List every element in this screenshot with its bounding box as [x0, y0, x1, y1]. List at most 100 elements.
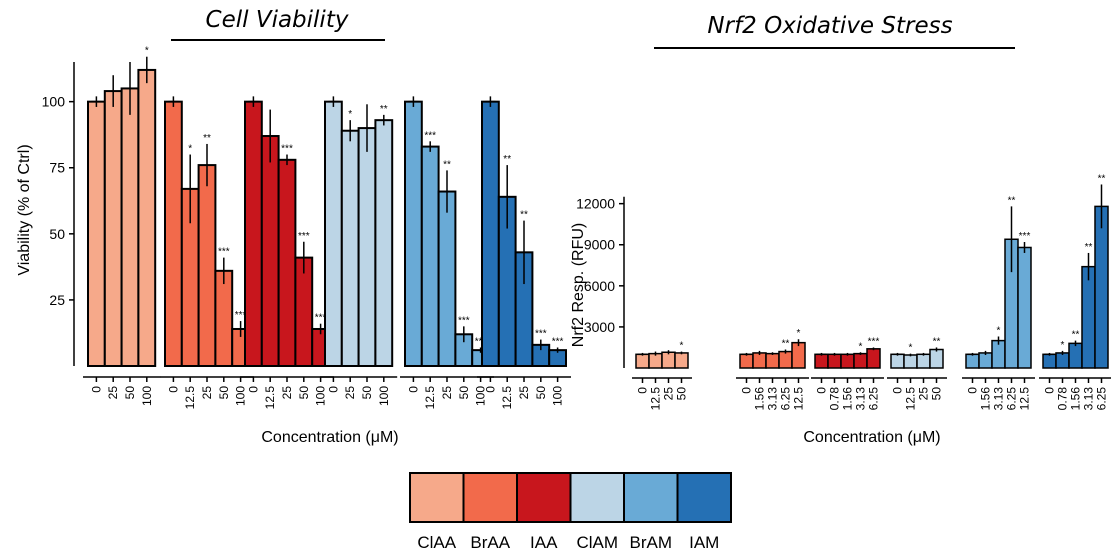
nrf2-braa-bar — [778, 350, 793, 369]
viability-braa-x-tick-label: 0 — [166, 386, 180, 393]
nrf2-iam-bar — [1055, 352, 1070, 369]
nrf2-clam-bar — [916, 353, 931, 369]
nrf2-bram-x-tick-label: 1.56 — [979, 387, 993, 411]
nrf2-bram-bar — [965, 353, 980, 369]
nrf2-iam-x-tick-label: 1.56 — [1069, 387, 1083, 411]
nrf2-clam-bar — [903, 354, 918, 369]
legend: ClAA BrAA IAA ClAM BrAM IAM — [409, 472, 732, 549]
viability-braa-bar — [197, 164, 217, 367]
viability-claa-bar — [137, 68, 157, 368]
viability-y-tick-label: 100 — [42, 94, 66, 110]
viability-iaa-significance-label: *** — [281, 144, 293, 155]
viability-braa-significance-label: *** — [235, 310, 247, 321]
viability-bram-significance-label: *** — [424, 130, 436, 141]
viability-y-tick-label: 50 — [49, 226, 65, 242]
viability-y-tick-label: 75 — [49, 160, 65, 176]
nrf2-claa-bar — [635, 353, 650, 369]
legend-label-claa: ClAA — [417, 533, 456, 549]
nrf2-iaa-x-tick-label: 3.13 — [854, 387, 868, 411]
nrf2-braa-bar — [765, 352, 780, 369]
nrf2-y-tick-label: 3000 — [584, 319, 615, 335]
viability-claa-x-tick-label: 50 — [123, 386, 137, 400]
nrf2-claa-bar — [661, 351, 676, 369]
nrf2-iam-significance-label: ** — [1085, 242, 1093, 253]
legend-label-bram: BrAM — [630, 533, 673, 549]
nrf2-braa-x-tick-label: 6.25 — [779, 387, 793, 411]
viability-clam-bar — [374, 119, 394, 367]
legend-label-braa: BrAA — [470, 533, 510, 549]
nrf2-braa-bar — [739, 353, 754, 369]
viability-braa-significance-label: * — [188, 144, 192, 155]
viability-claa-bar — [103, 90, 123, 368]
viability-iaa-x-tick-label: 100 — [314, 386, 328, 406]
legend-swatch-iam — [676, 472, 732, 523]
nrf2-clam-bar — [929, 348, 944, 369]
nrf2-braa-x-tick-label: 12.5 — [792, 387, 806, 411]
nrf2-chart-title: Nrf2 Oxidative Stress — [707, 13, 952, 39]
nrf2-braa-bar — [752, 352, 767, 369]
viability-bram-x-tick-label: 50 — [457, 386, 471, 400]
viability-bram-x-tick-label: 100 — [474, 386, 488, 406]
viability-claa-bar — [120, 87, 140, 367]
viability-bram-x-tick-label: 25 — [440, 386, 454, 400]
viability-iaa-significance-label: *** — [315, 313, 327, 324]
viability-iaa-x-tick-label: 50 — [297, 386, 311, 400]
nrf2-iaa-x-tick-label: 1.56 — [841, 387, 855, 411]
viability-iaa-bar — [277, 158, 297, 367]
nrf2-claa-x-tick-label: 25 — [662, 387, 676, 401]
nrf2-iaa-bar — [853, 352, 868, 369]
nrf2-iam-bar — [1042, 353, 1057, 369]
nrf2-iaa-bar — [814, 353, 829, 369]
nrf2-braa-bar — [791, 341, 806, 369]
viability-braa-significance-label: ** — [203, 133, 211, 144]
viability-claa-x-tick-label: 0 — [89, 386, 103, 393]
nrf2-iam-x-tick-label: 0.78 — [1056, 387, 1070, 411]
nrf2-iam-bar — [1094, 205, 1109, 369]
nrf2-bram-bar — [1017, 246, 1032, 369]
nrf2-braa-significance-label: ** — [782, 339, 790, 350]
nrf2-bram-significance-label: * — [997, 326, 1001, 337]
viability-iaa-x-tick-label: 0 — [246, 386, 260, 393]
nrf2-iam-significance-label: ** — [1072, 330, 1080, 341]
nrf2-clam-x-tick-label: 0 — [891, 387, 905, 394]
nrf2-iaa-bar — [840, 353, 855, 369]
nrf2-x-axis-title: Concentration (μM) — [803, 429, 940, 446]
viability-bram-bar — [437, 190, 457, 367]
viability-iam-x-tick-label: 25 — [517, 386, 531, 400]
viability-clam-x-tick-label: 0 — [326, 386, 340, 393]
nrf2-braa-x-tick-label: 0 — [740, 387, 754, 394]
nrf2-bram-x-tick-label: 0 — [966, 387, 980, 394]
viability-bram-significance-label: ** — [443, 159, 451, 170]
nrf2-y-tick-label: 6000 — [584, 278, 615, 294]
viability-iaa-bar — [244, 100, 263, 368]
nrf2-clam-x-tick-label: 12.5 — [904, 387, 918, 411]
viability-bram-significance-label: *** — [475, 336, 487, 347]
viability-braa-x-tick-label: 100 — [234, 386, 248, 406]
nrf2-y-tick-label: 12000 — [576, 196, 615, 212]
nrf2-iaa-bar — [866, 348, 881, 369]
viability-clam-bar — [357, 127, 377, 367]
viability-iam-x-tick-label: 12.5 — [500, 386, 514, 410]
nrf2-claa-x-tick-label: 0 — [636, 387, 650, 394]
viability-iaa-x-tick-label: 12.5 — [263, 386, 277, 410]
nrf2-claa-bar — [648, 352, 663, 369]
nrf2-claa-x-tick-label: 50 — [675, 387, 689, 401]
nrf2-iam-significance-label: * — [1061, 340, 1065, 351]
nrf2-y-axis-title: Nrf2 Resp. (RFU) — [570, 223, 587, 347]
nrf2-iam-significance-label: ** — [1098, 173, 1106, 184]
viability-bram-x-tick-label: 12.5 — [423, 386, 437, 410]
viability-clam-x-tick-label: 50 — [360, 386, 374, 400]
viability-clam-x-tick-label: 25 — [343, 386, 357, 400]
legend-swatch-claa — [409, 472, 465, 523]
nrf2-claa-x-tick-label: 12.5 — [649, 387, 663, 411]
legend-swatch-clam — [569, 472, 625, 523]
viability-braa-bar — [214, 269, 234, 367]
legend-label-clam: ClAM — [576, 533, 618, 549]
viability-claa-significance-label: * — [145, 46, 149, 57]
viability-bram-x-tick-label: 0 — [406, 386, 420, 393]
viability-braa-bar — [164, 100, 183, 368]
nrf2-bram-significance-label: *** — [1019, 231, 1031, 242]
nrf2-bram-bar — [978, 352, 993, 369]
viability-iam-significance-label: *** — [552, 336, 564, 347]
